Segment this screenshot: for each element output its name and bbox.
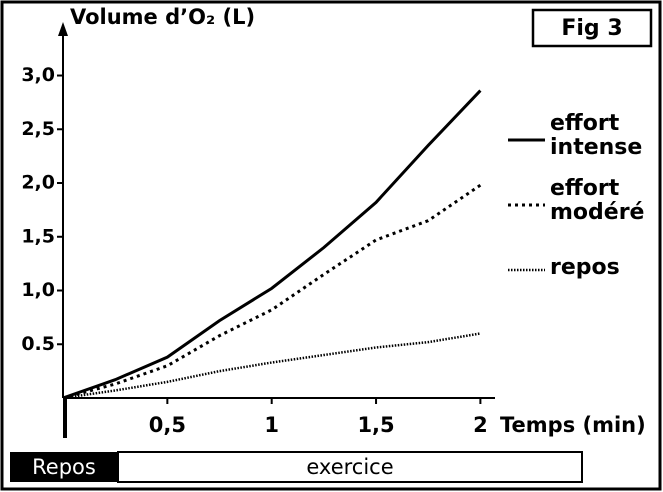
x-tick-label: 0,5 xyxy=(149,413,186,437)
y-tick-label: 1,5 xyxy=(21,225,55,247)
y-tick-label: 0.5 xyxy=(21,333,55,355)
rest-box xyxy=(10,452,118,482)
y-tick-label: 1,0 xyxy=(21,279,55,301)
y-tick-label: 3,0 xyxy=(21,64,55,86)
rest-label: Repos xyxy=(32,455,96,479)
y-tick-label: 2,0 xyxy=(21,172,55,194)
x-tick-label: 1,5 xyxy=(357,413,394,437)
series-line xyxy=(62,183,482,400)
x-tick-label: 1 xyxy=(264,413,279,437)
exercise-box xyxy=(117,451,583,483)
y-axis-title: Volume d’O₂ (L) xyxy=(70,5,255,29)
legend-label: repos xyxy=(550,255,620,280)
fig-label: Fig 3 xyxy=(561,16,622,41)
series-line xyxy=(62,332,481,400)
x-axis-title: Temps (min) xyxy=(500,413,646,437)
fig-box xyxy=(531,8,653,48)
x-tick-label: 2 xyxy=(473,413,488,437)
legend-label: effort intense xyxy=(550,111,643,160)
series-line xyxy=(62,89,482,400)
y-arrow xyxy=(58,22,68,36)
y-tick-label: 2,5 xyxy=(21,118,55,140)
exercise-label: exercice xyxy=(306,455,393,479)
legend-label: effort modéré xyxy=(550,176,645,225)
